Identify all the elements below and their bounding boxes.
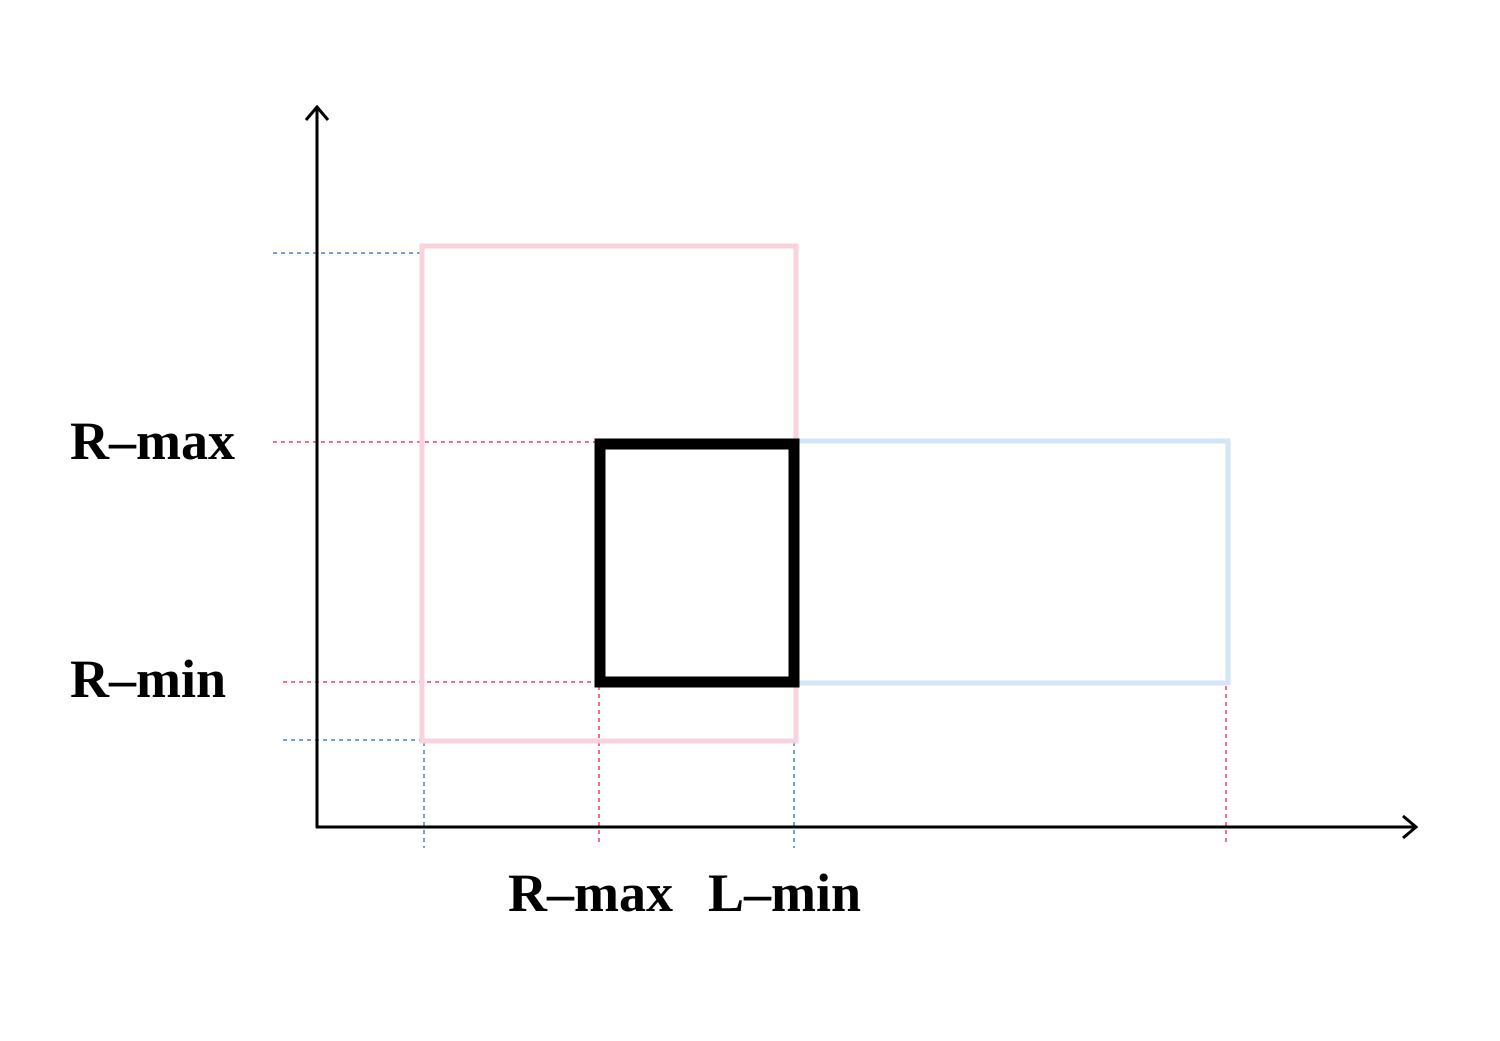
x-axis-arrowhead xyxy=(1402,814,1419,840)
pink-rectangle xyxy=(419,243,799,744)
x-label-left: R–max xyxy=(508,863,673,923)
x-label-right: L–min xyxy=(708,863,862,923)
y-axis-arrowhead xyxy=(304,104,330,121)
y-label-lower: R–min xyxy=(70,649,227,709)
blue-rectangle xyxy=(793,438,1231,686)
overlap-rectangle xyxy=(594,438,800,688)
y-label-upper: R–max xyxy=(70,411,235,471)
